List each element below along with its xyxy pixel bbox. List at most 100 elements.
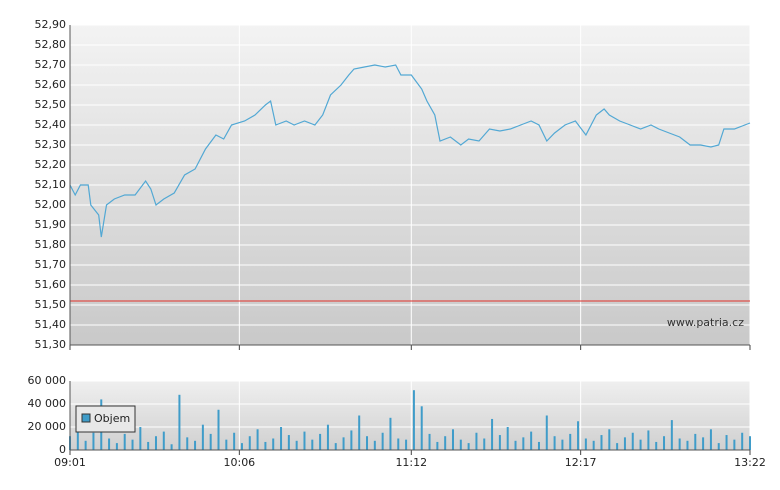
legend-swatch [81,413,91,423]
volume-bar [194,440,197,450]
volume-bar [436,441,439,450]
volume-bar [373,440,376,450]
volume-bar [561,439,564,450]
volume-bar [154,436,157,450]
x-tick-label: 10:06 [223,456,255,469]
volume-bar [709,429,712,450]
volume-bar [412,390,415,450]
volume-bar [584,438,587,450]
volume-bar [186,437,189,450]
volume-bar [139,427,142,450]
plot-background [70,381,750,450]
y-tick-label: 51,80 [35,238,67,251]
volume-bar [92,432,95,450]
volume-bar [287,435,290,450]
y-tick-label: 52,60 [35,78,67,91]
volume-bar [108,438,111,450]
y-tick-label: 52,10 [35,178,67,191]
volume-bar [444,436,447,450]
volume-bar [569,433,572,450]
volume-bar [498,435,501,450]
volume-bar [616,443,619,450]
y-tick-label: 52,20 [35,158,67,171]
volume-bar [84,440,87,450]
y-tick-label: 51,90 [35,218,67,231]
volume-bar [405,439,408,450]
y-tick-label: 51,70 [35,258,67,271]
y-tick-label: 51,40 [35,318,67,331]
legend: Objem [75,405,136,433]
volume-bar [123,433,126,450]
volume-bar [663,436,666,450]
volume-bar [428,433,431,450]
volume-bar [639,439,642,450]
volume-bar [592,440,595,450]
volume-bar [530,431,533,450]
volume-bar [217,409,220,450]
volume-bar [577,421,580,450]
legend-label: Objem [94,412,130,425]
volume-bar [264,441,267,450]
volume-bar [749,436,751,450]
x-tick-label: 12:17 [565,456,597,469]
watermark: www.patria.cz [667,316,744,329]
volume-bar [420,406,423,450]
volume-bar [506,427,509,450]
volume-bar [678,438,681,450]
volume-bar [467,443,470,450]
volume-bar [248,436,251,450]
y-tick-label: 52,00 [35,198,67,211]
y-tick-label: 52,90 [35,18,67,31]
volume-bar [326,424,329,450]
volume-bar [256,429,259,450]
volume-bar [483,438,486,450]
y-tick-label: 0 [59,443,66,456]
y-tick-label: 60 000 [28,374,67,387]
volume-bar [115,443,118,450]
volume-bar [209,433,212,450]
volume-bar [76,429,79,450]
y-tick-label: 52,80 [35,38,67,51]
volume-bar [459,439,462,450]
y-tick-label: 52,30 [35,138,67,151]
y-tick-label: 51,30 [35,338,67,351]
volume-bar [366,436,369,450]
volume-bar [623,437,626,450]
price-line [69,64,751,238]
volume-bar [311,439,314,450]
y-tick-label: 52,40 [35,118,67,131]
volume-bar [522,437,525,450]
volume-bar [655,441,658,450]
y-tick-label: 52,50 [35,98,67,111]
volume-bar [491,418,494,450]
volume-bar [545,415,548,450]
volume-bar [600,435,603,450]
volume-bar [631,432,634,450]
volume-bar [334,443,337,450]
volume-bar [475,432,478,450]
volume-bar [694,433,697,450]
volume-bar [201,424,204,450]
y-tick-label: 40 000 [28,397,67,410]
volume-bar [741,432,744,450]
volume-bar [514,440,517,450]
volume-bar [717,443,720,450]
volume-bar [225,439,228,450]
volume-bar [295,440,298,450]
volume-bar [647,430,650,450]
volume-bar [342,437,345,450]
volume-bar [381,432,384,450]
volume-bar [170,444,173,450]
volume-bar [162,431,165,450]
x-tick-label: 13:22 [734,456,766,469]
x-tick-label: 09:01 [54,456,86,469]
y-tick-label: 52,70 [35,58,67,71]
volume-bar [358,415,361,450]
volume-bar [147,441,150,450]
y-tick-label: 20 000 [28,420,67,433]
volume-bar [686,440,689,450]
volume-bar [537,441,540,450]
y-tick-label: 51,60 [35,278,67,291]
volume-bar [389,417,392,450]
